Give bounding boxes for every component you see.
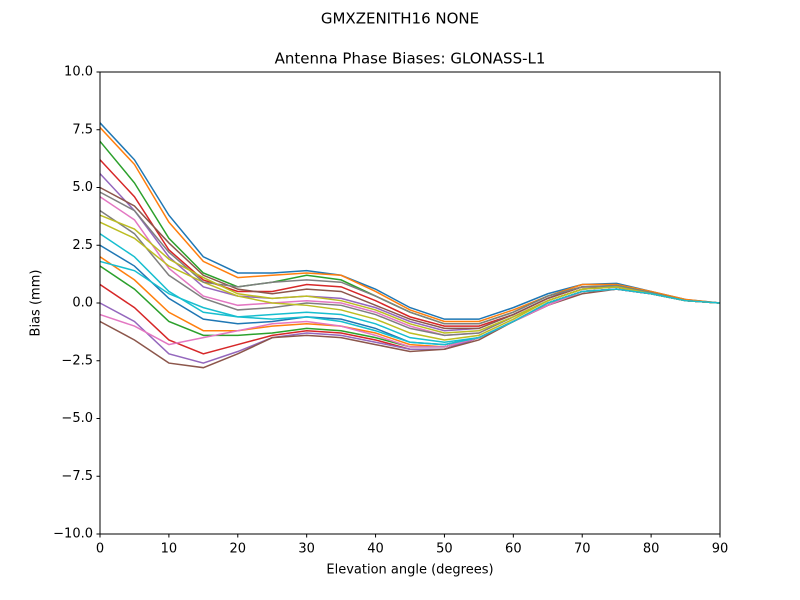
plot-area xyxy=(99,122,721,369)
series-line xyxy=(99,221,721,341)
x-axis-label: Elevation angle (degrees) xyxy=(326,563,493,578)
x-tick-label: 70 xyxy=(574,542,591,557)
y-tick-label: −10.0 xyxy=(53,527,93,542)
chart-title: Antenna Phase Biases: GLONASS-L1 xyxy=(275,50,546,68)
x-tick-label: 60 xyxy=(505,542,522,557)
x-tick-label: 50 xyxy=(436,542,453,557)
series-line xyxy=(99,260,721,346)
y-tick-label: −5.0 xyxy=(61,411,93,426)
x-tick-label: 10 xyxy=(161,542,178,557)
series-line xyxy=(99,214,721,334)
x-tick-label: 0 xyxy=(96,542,104,557)
series-line xyxy=(99,126,721,323)
y-tick-label: 2.5 xyxy=(72,238,93,253)
series-line xyxy=(99,140,721,325)
y-tick-label: 7.5 xyxy=(72,122,93,137)
x-tick-label: 80 xyxy=(643,542,660,557)
y-axis-label: Bias (mm) xyxy=(29,270,44,337)
series-line xyxy=(99,244,721,346)
y-tick-label: 10.0 xyxy=(64,65,93,80)
series-line xyxy=(99,191,721,325)
series-line xyxy=(99,122,721,320)
y-tick-label: −7.5 xyxy=(61,469,93,484)
x-tick-label: 40 xyxy=(367,542,384,557)
y-tick-label: −2.5 xyxy=(61,353,93,368)
y-tick-label: 0.0 xyxy=(72,296,93,311)
y-tick-label: 5.0 xyxy=(72,180,93,195)
series-line xyxy=(99,159,721,327)
x-tick-label: 20 xyxy=(230,542,247,557)
x-tick-label: 30 xyxy=(298,542,315,557)
suptitle: GMXZENITH16 NONE xyxy=(321,10,479,28)
x-tick-label: 90 xyxy=(712,542,729,557)
